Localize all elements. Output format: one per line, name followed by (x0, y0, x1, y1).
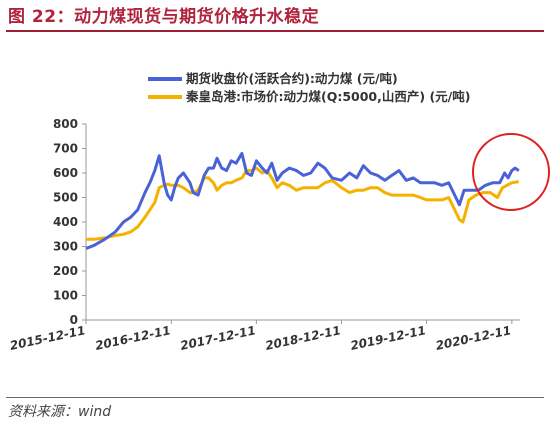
title-divider (6, 30, 544, 32)
y-tick-label: 500 (53, 191, 78, 205)
chart-legend: 期货收盘价(活跃合约):动力煤 (元/吨) 秦皇岛港:市场价:动力煤(Q:500… (148, 71, 470, 104)
source-divider (6, 397, 544, 398)
y-tick-label: 100 (53, 289, 78, 303)
x-tick-label: 2016-12-11 (94, 323, 172, 353)
series-line-spot (86, 166, 520, 241)
y-tick-label: 200 (53, 264, 78, 278)
y-tick-label: 700 (53, 142, 78, 156)
x-tick-label: 2017-12-11 (179, 323, 257, 353)
y-tick-label: 400 (53, 215, 78, 229)
source-note: 资料来源：wind (8, 404, 112, 420)
legend-label-futures: 期货收盘价(活跃合约):动力煤 (元/吨) (186, 71, 398, 86)
series-line-futures (85, 151, 520, 250)
x-tick-label: 2015-12-11 (9, 323, 87, 353)
y-tick-label: 600 (53, 166, 78, 180)
y-tick-label: 0 (70, 313, 78, 327)
series-layer (85, 151, 520, 250)
x-tick-label: 2019-12-11 (349, 323, 427, 353)
highlight-circle (472, 133, 550, 211)
y-tick-label: 300 (53, 240, 78, 254)
chart-axes: 0 100 200 300 400 500 600 700 800 2015-12-11 2016-… (9, 117, 520, 353)
y-tick-label: 800 (53, 117, 78, 131)
figure-title: 图 22：动力煤现货与期货价格升水稳定 (8, 7, 320, 27)
x-tick-label: 2020-12-11 (434, 323, 512, 353)
legend-label-spot: 秦皇岛港:市场价:动力煤(Q:5000,山西产) (元/吨) (185, 89, 470, 104)
x-tick-label: 2018-12-11 (264, 323, 342, 353)
line-chart: 期货收盘价(活跃合约):动力煤 (元/吨) 秦皇岛港:市场价:动力煤(Q:500… (9, 71, 550, 353)
